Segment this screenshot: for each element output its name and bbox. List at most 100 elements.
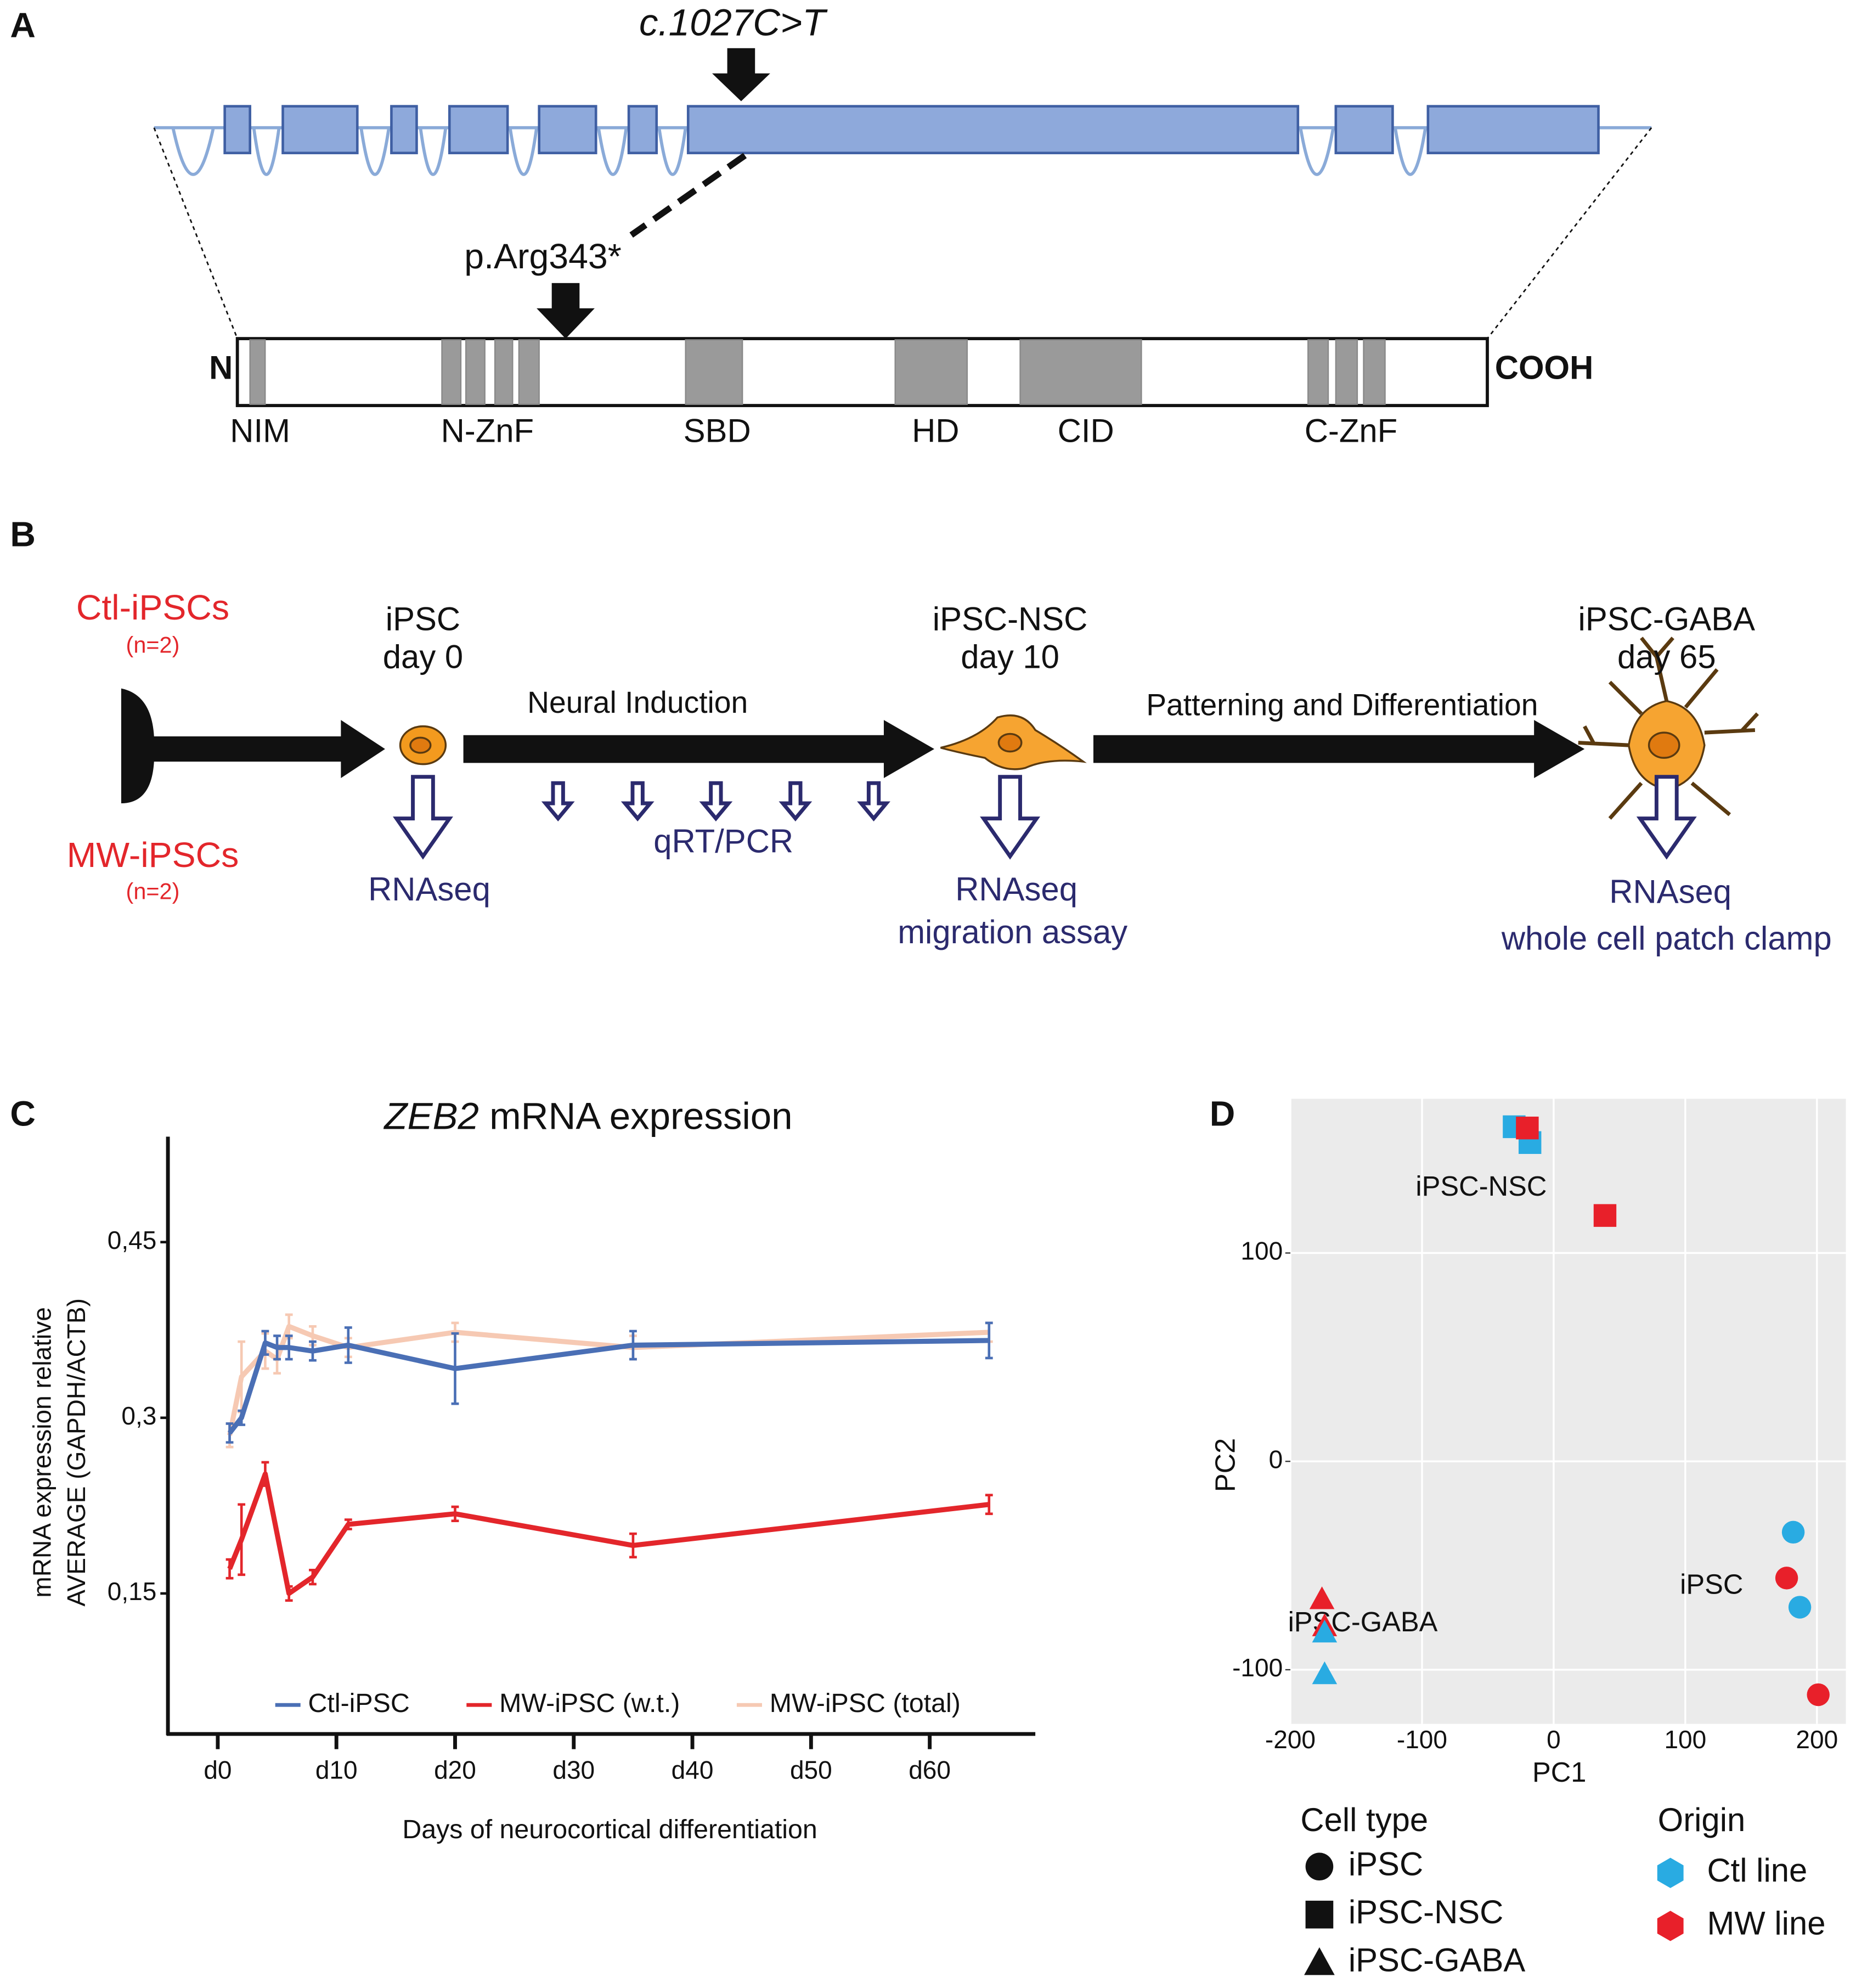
- error-bar: [344, 1518, 352, 1530]
- assay-label: qRT/PCR: [653, 823, 793, 859]
- assay-label: RNAseq: [955, 871, 1078, 908]
- point: [1309, 1586, 1335, 1609]
- error-bar: [238, 1409, 246, 1426]
- panel-letter: D: [1210, 1094, 1236, 1134]
- stage-day: day 10: [961, 638, 1059, 675]
- domain-label: CID: [1058, 413, 1114, 449]
- series-line: [227, 1338, 989, 1435]
- legend-marker: [1304, 1947, 1335, 1975]
- stage-name: iPSC-GABA: [1578, 600, 1756, 637]
- error-bar: [451, 1505, 459, 1522]
- legend-title: Cell type: [1300, 1801, 1428, 1838]
- y-axis-label: AVERAGE (GAPDH/ACTB): [62, 1298, 91, 1607]
- exons: [223, 105, 1600, 155]
- x-tick-label: 200: [1796, 1725, 1838, 1754]
- panel-letter: B: [10, 514, 36, 554]
- point: [1807, 1683, 1830, 1707]
- legend-title: Origin: [1658, 1801, 1746, 1838]
- legend-label: iPSC-NSC: [1349, 1894, 1504, 1930]
- assay-label: migration assay: [898, 914, 1127, 950]
- y-tick-label: 0: [1269, 1445, 1283, 1473]
- error-bar: [629, 1532, 637, 1559]
- y-tick-label: -100: [1232, 1653, 1283, 1682]
- mutation-arrow: [537, 48, 770, 339]
- panel-letter: A: [10, 5, 36, 45]
- error-bar: [238, 1503, 246, 1576]
- error-bar: [309, 1568, 317, 1586]
- point: [1781, 1520, 1805, 1544]
- error-bar: [309, 1340, 317, 1362]
- chart-title: ZEB2 mRNA expression: [383, 1095, 792, 1137]
- x-tick-label: d40: [672, 1755, 714, 1784]
- x-tick-label: 100: [1664, 1725, 1706, 1754]
- error-bar: [985, 1321, 993, 1360]
- step-label: Patterning and Differentiation: [1146, 688, 1538, 722]
- protein: [235, 337, 1489, 407]
- error-bar: [451, 1332, 459, 1405]
- legend-marker: [1305, 1852, 1334, 1881]
- error-bar: [285, 1334, 293, 1361]
- c-terminus: COOH: [1495, 349, 1594, 386]
- series-line: [227, 1324, 989, 1436]
- y-tick-label: 0,15: [108, 1577, 157, 1606]
- assay-label: whole cell patch clamp: [1501, 920, 1832, 957]
- stage-name: iPSC-NSC: [933, 600, 1088, 637]
- plot-background: [1290, 1099, 1846, 1724]
- annotation: iPSC-GABA: [1288, 1606, 1438, 1637]
- error-bar: [225, 1558, 234, 1580]
- legend-label: iPSC: [1349, 1846, 1423, 1883]
- legend-label: MW-iPSC (w.t.): [499, 1688, 680, 1718]
- x-tick-label: -200: [1265, 1725, 1316, 1754]
- y-tick-label: 100: [1240, 1237, 1283, 1265]
- y-tick-label: 0,3: [121, 1401, 156, 1430]
- error-bar: [629, 1330, 637, 1361]
- point: [1312, 1619, 1338, 1643]
- chart-title-gene: ZEB2: [383, 1095, 479, 1137]
- panel-letter: C: [10, 1094, 36, 1134]
- protein-change-label: p.Arg343*: [464, 236, 622, 276]
- x-axis-label: PC1: [1532, 1756, 1586, 1788]
- point: [1516, 1116, 1539, 1140]
- x-tick-label: d60: [909, 1755, 951, 1784]
- mw-lines: MW-iPSCs: [67, 835, 239, 875]
- legend-label: Ctl-iPSC: [308, 1688, 410, 1718]
- domain-label: HD: [912, 413, 959, 449]
- legend-marker: [1305, 1900, 1334, 1929]
- assay-arrows: [392, 775, 1697, 860]
- x-tick-label: d10: [315, 1755, 358, 1784]
- error-bar: [985, 1494, 993, 1516]
- error-bar: [285, 1585, 293, 1602]
- chart-title-text: mRNA expression: [489, 1095, 792, 1137]
- domain-label: N-ZnF: [441, 413, 534, 449]
- assay-label: RNAseq: [1609, 874, 1731, 910]
- legend-label: MW line: [1707, 1905, 1825, 1942]
- x-axis-label: Days of neurocortical differentiation: [402, 1815, 817, 1844]
- series-line: [227, 1471, 990, 1596]
- annotation: iPSC-NSC: [1415, 1170, 1547, 1202]
- stage-name: iPSC: [386, 600, 460, 637]
- annotation: iPSC: [1680, 1568, 1743, 1600]
- stage-day: day 0: [383, 638, 463, 675]
- x-tick-label: -100: [1397, 1725, 1447, 1754]
- assay-label: RNAseq: [368, 871, 490, 908]
- control-lines: Ctl-iPSCs: [76, 588, 229, 627]
- point: [1788, 1596, 1812, 1619]
- cells: [399, 637, 1759, 820]
- link-line: [629, 153, 747, 238]
- x-tick-label: d20: [434, 1755, 476, 1784]
- zoom-lines: [153, 127, 1652, 339]
- x-tick-label: d0: [204, 1755, 232, 1784]
- point: [1312, 1661, 1338, 1685]
- legend-label: iPSC-GABA: [1349, 1941, 1526, 1978]
- domain-label: C-ZnF: [1305, 413, 1398, 449]
- workflow-arrows: [121, 688, 1585, 803]
- error-bar: [225, 1422, 234, 1444]
- axes: [166, 1136, 1036, 1736]
- protein-domains: [249, 339, 1386, 405]
- x-tick-label: d50: [790, 1755, 832, 1784]
- x-tick-label: d30: [552, 1755, 595, 1784]
- x-tick-label: 0: [1547, 1725, 1561, 1754]
- mutation-label: c.1027C>T: [639, 1, 828, 44]
- domain-label: SBD: [684, 413, 751, 449]
- error-bar: [261, 1330, 269, 1356]
